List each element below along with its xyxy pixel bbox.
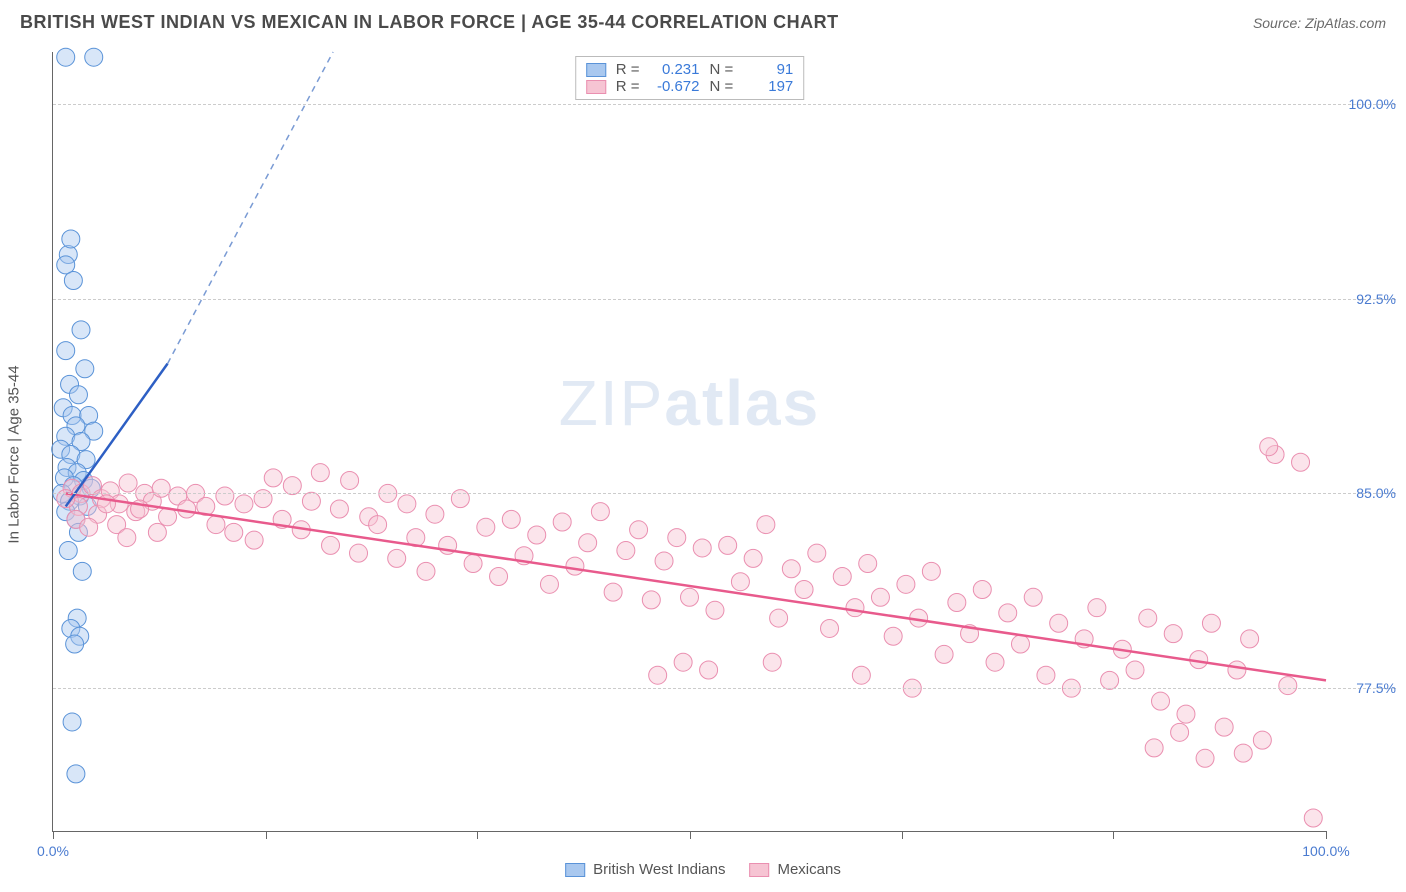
stat-r-val-1: 0.231 bbox=[650, 61, 700, 78]
source-label: Source: ZipAtlas.com bbox=[1253, 15, 1386, 31]
legend-label-1: British West Indians bbox=[593, 861, 725, 878]
stats-legend-box: R = 0.231 N = 91 R = -0.672 N = 197 bbox=[575, 56, 805, 100]
stat-r-val-2: -0.672 bbox=[650, 78, 700, 95]
chart-plot-area: ZIPatlas R = 0.231 N = 91 R = -0.672 N =… bbox=[52, 52, 1326, 832]
swatch-series1 bbox=[586, 63, 606, 77]
stat-r-label-2: R = bbox=[616, 78, 640, 95]
legend-swatch-1 bbox=[565, 863, 585, 877]
stat-n-label-1: N = bbox=[710, 61, 734, 78]
swatch-series2 bbox=[586, 80, 606, 94]
title-bar: BRITISH WEST INDIAN VS MEXICAN IN LABOR … bbox=[0, 0, 1406, 41]
stat-n-val-1: 91 bbox=[743, 61, 793, 78]
stat-r-label-1: R = bbox=[616, 61, 640, 78]
bottom-legend: British West Indians Mexicans bbox=[565, 861, 841, 878]
legend-swatch-2 bbox=[749, 863, 769, 877]
chart-title: BRITISH WEST INDIAN VS MEXICAN IN LABOR … bbox=[20, 12, 839, 33]
legend-item-1: British West Indians bbox=[565, 861, 725, 878]
stats-row-series1: R = 0.231 N = 91 bbox=[586, 61, 794, 78]
stats-row-series2: R = -0.672 N = 197 bbox=[586, 78, 794, 95]
legend-label-2: Mexicans bbox=[777, 861, 840, 878]
y-axis-label: In Labor Force | Age 35-44 bbox=[6, 365, 23, 543]
stat-n-val-2: 197 bbox=[743, 78, 793, 95]
stat-n-label-2: N = bbox=[710, 78, 734, 95]
legend-item-2: Mexicans bbox=[749, 861, 840, 878]
scatter-svg bbox=[53, 52, 1326, 831]
